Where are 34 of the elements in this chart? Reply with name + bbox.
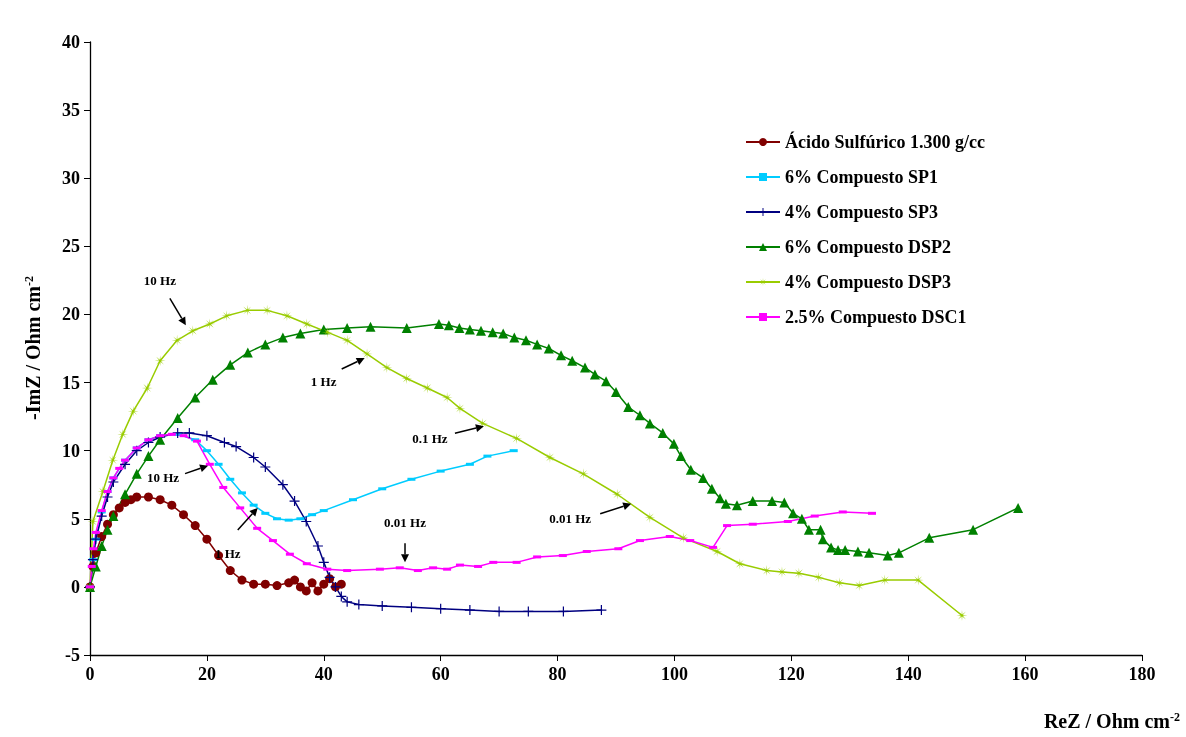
y-tick-label: 5 [71,508,80,529]
x-tick-label: 60 [431,664,450,684]
y-tick-label: 25 [62,236,80,257]
legend-label: 4% Compuesto SP3 [785,202,939,222]
legend-label: 2.5% Compuesto DSC1 [785,307,967,327]
legend-label: 6% Compuesto SP1 [785,167,939,187]
y-tick-label: 40 [62,32,80,52]
x-tick-label: 140 [894,664,922,684]
x-tick-label: 100 [660,664,688,684]
x-tick-label: 160 [1011,664,1039,684]
y-tick-label: 10 [62,440,80,461]
annotation: 0.1 Hz [412,430,448,446]
annotation: 1 Hz [310,373,337,389]
x-tick-label: 20 [197,664,216,684]
y-tick-label: 20 [62,304,80,325]
annotation: 10 Hz [146,470,180,486]
annotation: 0.01 Hz [384,514,427,530]
x-tick-label: 180 [1128,664,1156,684]
annotation: 10 Hz [143,272,177,288]
x-tick-label: 40 [314,664,333,684]
y-tick-label: 15 [62,372,80,393]
legend-label: 4% Compuesto DSP3 [785,272,952,292]
legend-label: Ácido Sulfúrico 1.300 g/cc [785,131,985,152]
annotation: 1 Hz [214,546,241,562]
y-tick-label: 30 [62,168,80,189]
x-axis-title: ReZ / Ohm cm$^{-2}$ [1043,710,1180,732]
x-tick-label: 120 [777,664,805,684]
y-tick-label: 35 [62,100,80,121]
legend-label: 6% Compuesto DSP2 [785,237,952,257]
annotation: 0.01 Hz [549,511,592,527]
y-tick-label: 0 [71,576,80,597]
x-tick-label: 0 [85,664,95,684]
y-tick-label: -5 [65,645,80,665]
x-tick-label: 80 [548,664,567,684]
